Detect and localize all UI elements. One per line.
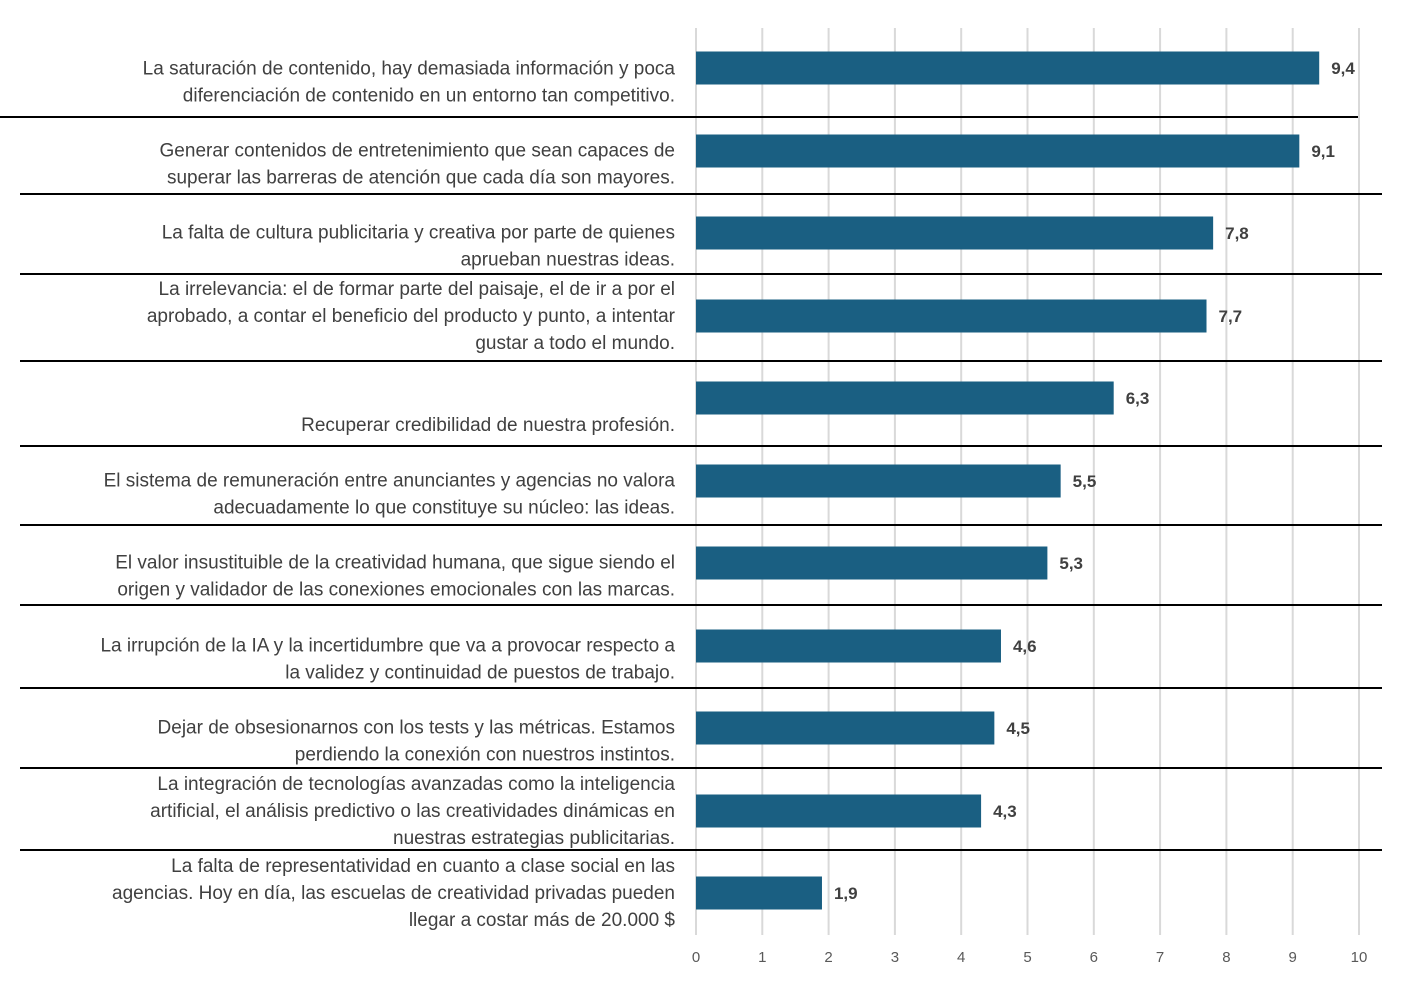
category-label: El sistema de remuneración entre anuncia…	[104, 471, 676, 519]
x-tick-label: 0	[692, 949, 700, 966]
bar-value-label: 7,7	[1219, 307, 1243, 326]
bar	[696, 51, 1320, 85]
category-label-line: La integración de tecnologías avanzadas …	[157, 774, 675, 795]
bars	[696, 51, 1320, 910]
category-label-line: nuestras estrategias publicitarias.	[393, 828, 675, 849]
bar-value-label: 7,8	[1225, 224, 1249, 243]
category-label: Generar contenidos de entretenimiento qu…	[160, 141, 675, 189]
bar	[696, 134, 1300, 168]
category-label-line: Dejar de obsesionarnos con los tests y l…	[158, 718, 675, 739]
category-label-line: aprobado, a contar el beneficio del prod…	[147, 306, 676, 327]
x-tick-label: 10	[1351, 949, 1368, 966]
category-label: La falta de cultura publicitaria y creat…	[162, 223, 675, 271]
category-label-line: aprueban nuestras ideas.	[461, 250, 675, 271]
category-label-line: llegar a costar más de 20.000 $	[409, 910, 676, 931]
category-label-line: superar las barreras de atención que cad…	[167, 168, 675, 189]
category-label: El valor insustituible de la creatividad…	[115, 553, 675, 601]
category-label-line: Generar contenidos de entretenimiento qu…	[160, 141, 675, 162]
category-label-line: La irrelevancia: el de formar parte del …	[159, 279, 675, 300]
category-label: Dejar de obsesionarnos con los tests y l…	[158, 718, 675, 766]
x-tick-label: 9	[1289, 949, 1297, 966]
category-label: Recuperar credibilidad de nuestra profes…	[301, 415, 675, 436]
category-label-line: El valor insustituible de la creatividad…	[115, 553, 675, 574]
category-label-line: artificial, el análisis predictivo o las…	[150, 801, 675, 822]
bar-value-label: 1,9	[834, 884, 858, 903]
category-label: La falta de representatividad en cuanto …	[112, 856, 675, 931]
category-labels: La saturación de contenido, hay demasiad…	[100, 59, 675, 932]
bar-value-label: 4,3	[993, 802, 1017, 821]
x-tick-label: 5	[1023, 949, 1031, 966]
bar	[696, 876, 822, 910]
bar	[696, 711, 995, 745]
x-tick-label: 2	[824, 949, 832, 966]
bar-value-label: 9,1	[1311, 142, 1335, 161]
category-label-line: adecuadamente lo que constituye su núcle…	[213, 498, 675, 519]
bar	[696, 546, 1048, 580]
x-tick-label: 6	[1090, 949, 1098, 966]
category-label-line: El sistema de remuneración entre anuncia…	[104, 471, 676, 492]
x-tick-label: 4	[957, 949, 965, 966]
bar-value-label: 9,4	[1331, 59, 1355, 78]
category-label-line: Recuperar credibilidad de nuestra profes…	[301, 415, 675, 436]
x-tick-label: 3	[891, 949, 899, 966]
value-labels: 9,4 9,1 7,8 7,7 6,3 5,5 5,3 4,6 4,5 4,3 1,9	[834, 59, 1355, 903]
category-label-line: perdiendo la conexión con nuestros insti…	[295, 745, 675, 766]
category-label-line: gustar a todo el mundo.	[475, 333, 675, 354]
x-tick-label: 7	[1156, 949, 1164, 966]
category-label-line: diferenciación de contenido en un entorn…	[183, 86, 675, 107]
bar-value-label: 4,5	[1006, 719, 1030, 738]
x-tick-label: 8	[1222, 949, 1230, 966]
bar-value-label: 5,5	[1073, 472, 1097, 491]
bar	[696, 464, 1061, 498]
bar	[696, 794, 982, 828]
x-axis-ticks: 0 1 2 3 4 5 6 7 8 9 10	[692, 949, 1368, 966]
category-label-line: La irrupción de la IA y la incertidumbre…	[100, 636, 675, 657]
category-label-line: la validez y continuidad de puestos de t…	[285, 663, 675, 684]
bar-value-label: 6,3	[1126, 389, 1150, 408]
bar	[696, 216, 1214, 250]
bar-value-label: 4,6	[1013, 637, 1037, 656]
bar	[696, 381, 1114, 415]
bar	[696, 299, 1207, 333]
category-label: La integración de tecnologías avanzadas …	[150, 774, 675, 849]
bar-value-label: 5,3	[1059, 554, 1083, 573]
category-label-line: La falta de cultura publicitaria y creat…	[162, 223, 675, 244]
category-label: La saturación de contenido, hay demasiad…	[143, 59, 676, 107]
category-separators	[0, 116, 1382, 851]
x-tick-label: 1	[758, 949, 766, 966]
category-label-line: La saturación de contenido, hay demasiad…	[143, 59, 676, 80]
category-label: La irrelevancia: el de formar parte del …	[147, 279, 676, 354]
category-label-line: origen y validador de las conexiones emo…	[117, 580, 675, 601]
bar	[696, 629, 1001, 663]
category-label-line: agencias. Hoy en día, las escuelas de cr…	[112, 883, 675, 904]
category-label: La irrupción de la IA y la incertidumbre…	[100, 636, 675, 684]
category-label-line: La falta de representatividad en cuanto …	[171, 856, 675, 877]
